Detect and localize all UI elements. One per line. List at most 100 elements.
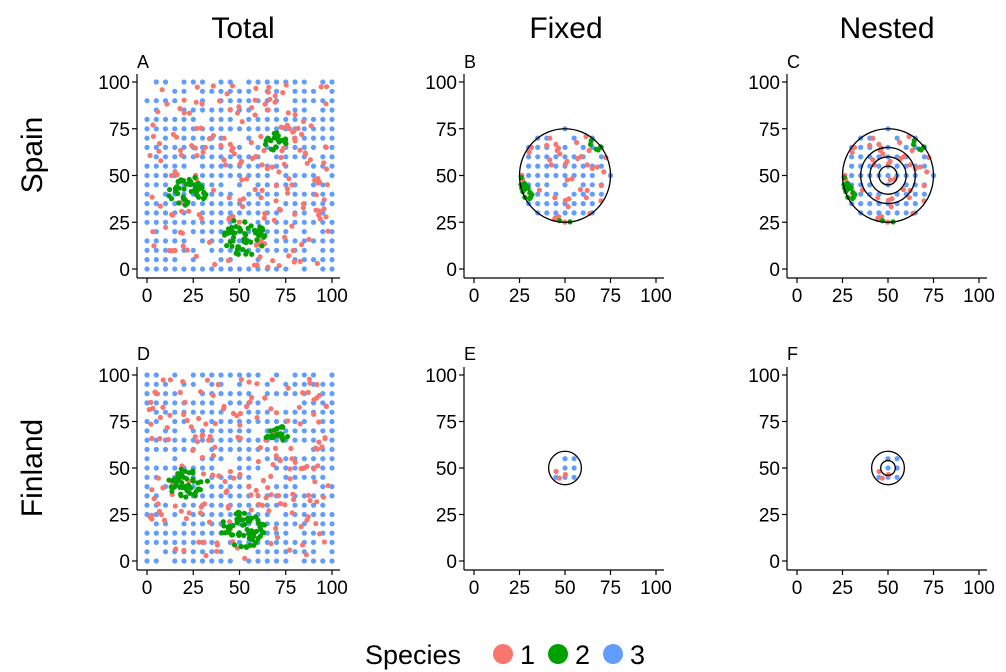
- species-3-point: [199, 79, 206, 85]
- species-1-point: [292, 138, 298, 144]
- species-1-point: [262, 210, 268, 216]
- species-3-point: [264, 79, 270, 85]
- species-3-point: [301, 79, 307, 85]
- y-tick-label: 0: [769, 552, 780, 573]
- species-3-point: [292, 502, 298, 508]
- species-1-point: [300, 118, 307, 124]
- species-3-point: [255, 144, 261, 150]
- species-3-point: [153, 381, 159, 387]
- species-3-point: [310, 549, 317, 555]
- species-2-point: [188, 485, 194, 491]
- species-3-point: [292, 474, 298, 480]
- panel-label: E: [464, 344, 476, 364]
- species-3-point: [209, 400, 215, 406]
- species-3-point: [264, 247, 270, 253]
- species-2-point: [271, 130, 277, 137]
- species-3-point: [218, 266, 224, 272]
- species-1-point: [273, 525, 279, 532]
- species-3-point: [310, 428, 317, 434]
- species-3-point: [153, 266, 159, 272]
- species-3-point: [218, 107, 224, 113]
- species-3-point: [292, 428, 298, 434]
- species-3-point: [292, 201, 298, 207]
- species-2-point: [171, 484, 177, 490]
- species-3-point: [153, 530, 159, 536]
- species-1-point: [160, 377, 166, 383]
- species-3-point: [264, 191, 270, 197]
- species-2-point: [257, 224, 263, 230]
- species-3-point: [190, 381, 196, 387]
- species-2-point: [267, 428, 273, 434]
- species-1-point: [286, 547, 293, 553]
- species-3-point: [849, 154, 855, 160]
- y-tick-label: 100: [748, 73, 780, 94]
- species-1-point: [307, 497, 313, 504]
- species-3-point: [292, 79, 298, 85]
- species-2-point: [521, 180, 528, 186]
- species-1-point: [169, 211, 175, 218]
- species-3-point: [320, 428, 326, 434]
- species-1-point: [289, 510, 295, 516]
- species-1-point: [266, 84, 272, 90]
- species-1-point: [196, 539, 202, 545]
- species-3-point: [273, 210, 280, 216]
- species-2-point: [176, 185, 182, 191]
- species-3-point: [320, 484, 326, 490]
- species-3-point: [172, 372, 178, 378]
- species-3-point: [849, 172, 855, 179]
- species-3-point: [553, 201, 559, 207]
- species-1-point: [230, 145, 236, 151]
- species-2-point: [275, 137, 281, 143]
- species-3-point: [255, 126, 261, 132]
- species-3-point: [218, 493, 224, 499]
- species-2-point: [227, 239, 233, 245]
- species-1-point: [192, 434, 198, 440]
- x-tick-label: 100: [640, 286, 672, 307]
- species-2-point: [259, 521, 265, 527]
- species-1-point: [271, 217, 277, 223]
- species-1-point: [325, 228, 331, 234]
- species-3-point: [310, 201, 317, 207]
- species-1-point: [253, 153, 259, 160]
- species-3-point: [283, 456, 289, 462]
- species-2-point: [194, 189, 200, 195]
- species-3-point: [246, 428, 252, 434]
- x-tick-label: 100: [963, 578, 995, 599]
- species-1-point: [320, 494, 327, 500]
- species-1-point: [305, 514, 311, 520]
- species-1-point: [321, 539, 327, 545]
- species-3-point: [273, 107, 280, 113]
- species-3-point: [172, 98, 178, 104]
- species-3-point: [301, 502, 307, 508]
- species-1-point: [194, 84, 200, 90]
- species-2-point: [220, 519, 226, 525]
- x-tick-label: 25: [183, 286, 204, 307]
- species-3-point: [172, 266, 178, 272]
- species-3-point: [209, 201, 215, 207]
- species-1-point: [562, 197, 569, 203]
- species-1-point: [314, 446, 321, 452]
- species-3-point: [301, 409, 307, 415]
- species-1-point: [201, 539, 207, 546]
- species-1-point: [212, 421, 218, 427]
- species-3-point: [162, 539, 169, 546]
- species-3-point: [236, 372, 243, 378]
- species-3-point: [264, 418, 270, 425]
- species-3-point: [329, 381, 335, 387]
- species-2-point: [274, 432, 280, 438]
- species-3-point: [218, 418, 224, 425]
- species-3-point: [190, 511, 196, 518]
- species-3-point: [535, 201, 541, 207]
- species-3-point: [181, 135, 187, 141]
- species-3-point: [329, 558, 335, 564]
- species-3-point: [255, 210, 261, 216]
- x-tick-label: 75: [275, 286, 296, 307]
- species-3-point: [310, 98, 317, 104]
- species-1-point: [262, 101, 268, 107]
- species-1-point: [268, 406, 274, 412]
- species-3-point: [246, 409, 252, 415]
- species-3-point: [273, 126, 280, 132]
- species-3-point: [144, 502, 150, 508]
- species-1-point: [548, 162, 554, 168]
- species-3-point: [903, 201, 909, 207]
